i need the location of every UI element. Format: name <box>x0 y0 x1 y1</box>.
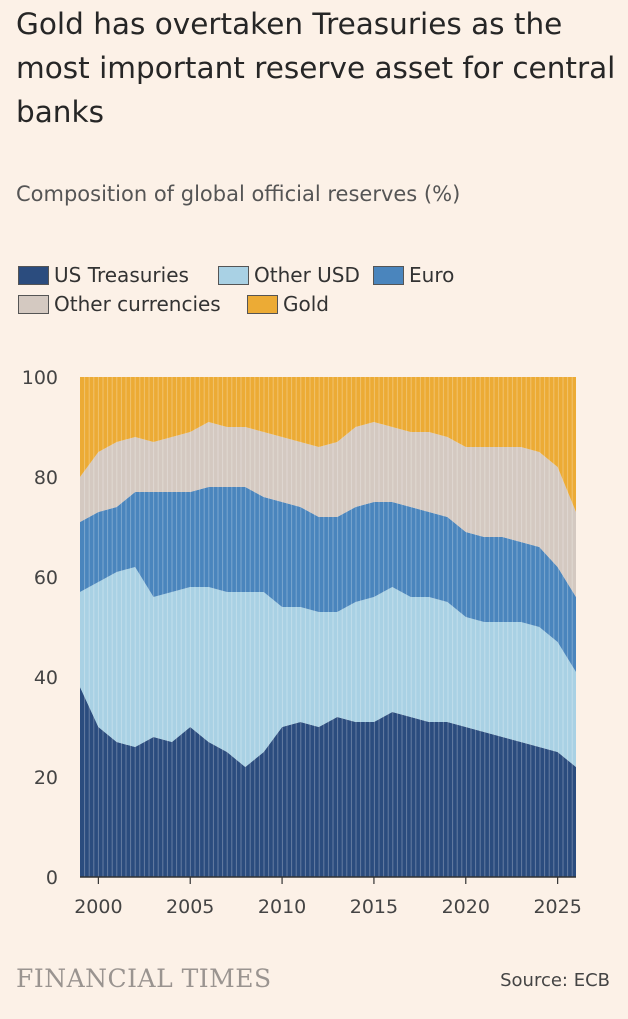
x-tick-label: 2025 <box>533 896 581 918</box>
legend-item-euro: Euro <box>373 262 454 288</box>
legend-label-euro: Euro <box>409 263 455 287</box>
x-tick-label: 2010 <box>258 896 306 918</box>
legend-swatch-euro <box>373 265 404 285</box>
bar-separators <box>84 377 573 877</box>
legend-item-other-currencies: Other currencies <box>18 291 221 317</box>
chart-subtitle: Composition of global official reserves … <box>16 182 461 206</box>
legend-swatch-gold <box>247 294 278 314</box>
area-other-currencies <box>80 422 576 597</box>
legend-item-other-usd: Other USD <box>218 262 360 288</box>
legend-label-other-currencies: Other currencies <box>54 292 221 316</box>
legend-swatch-us-treasuries <box>18 265 49 285</box>
x-tick-label: 2020 <box>442 896 490 918</box>
area-gold <box>80 377 576 512</box>
legend-item-us-treasuries: US Treasuries <box>18 262 189 288</box>
source-note: Source: ECB <box>500 970 610 991</box>
area-euro <box>80 487 576 672</box>
legend-item-gold: Gold <box>247 291 329 317</box>
x-tick-label: 2015 <box>350 896 398 918</box>
area-other-usd <box>80 567 576 767</box>
legend-label-us-treasuries: US Treasuries <box>54 263 189 287</box>
chart-title: Gold has overtaken Treasuries as the mos… <box>16 7 616 129</box>
x-tick-label: 2000 <box>74 896 122 918</box>
y-tick-label: 0 <box>46 867 58 889</box>
legend-label-other-usd: Other USD <box>254 263 360 287</box>
legend-swatch-other-usd <box>218 265 249 285</box>
area-us-treasuries <box>80 687 576 877</box>
y-tick-label: 100 <box>22 367 58 389</box>
stacked-area-chart: 0 20 40 60 80 100 2000 2005 2010 2015 2020 2025 <box>22 367 582 918</box>
x-tick-label: 2005 <box>166 896 214 918</box>
ft-brand-logo: FINANCIAL TIMES <box>16 964 272 993</box>
y-tick-label: 60 <box>34 567 58 589</box>
y-tick-label: 20 <box>34 767 58 789</box>
y-tick-label: 80 <box>34 467 58 489</box>
legend-label-gold: Gold <box>283 292 329 316</box>
legend-swatch-other-currencies <box>18 294 49 314</box>
y-tick-label: 40 <box>34 667 58 689</box>
